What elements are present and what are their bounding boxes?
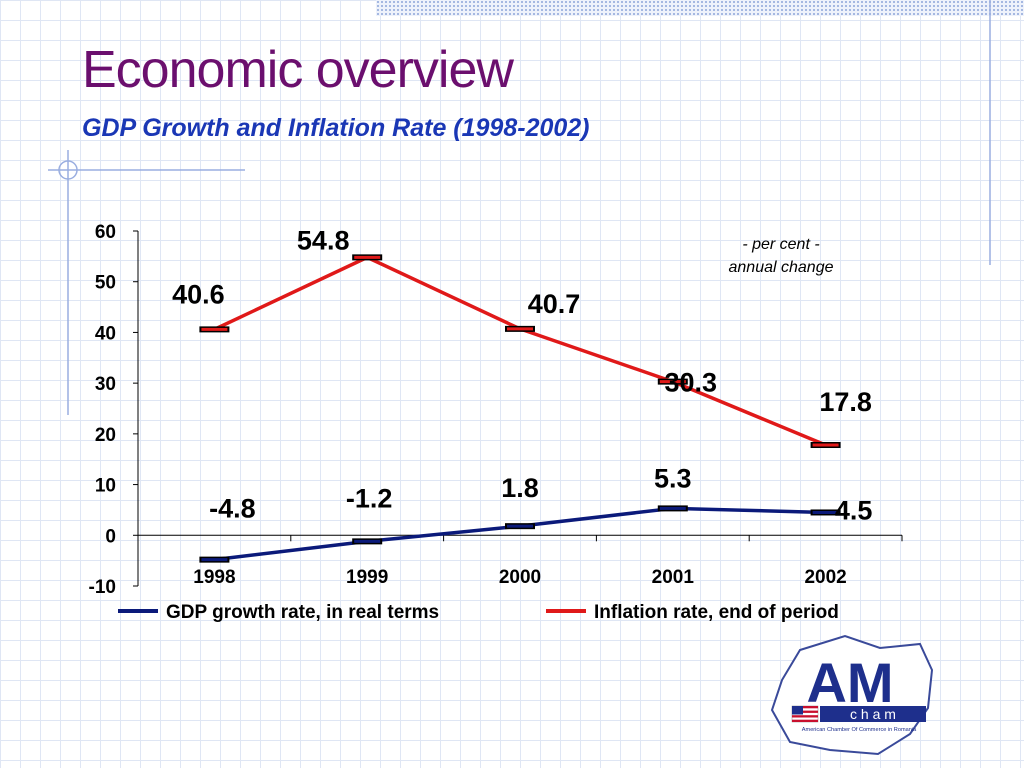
y-tick-label: 40 [95, 323, 116, 344]
logo-sub-text: c h a m [850, 706, 896, 722]
legend-label: GDP growth rate, in real terms [166, 602, 439, 623]
data-point-fill [354, 255, 381, 259]
chart-annotation-line-2: annual change [729, 259, 834, 276]
data-point-fill [201, 327, 228, 331]
data-point-fill [659, 506, 686, 510]
logo-caption: American Chamber Of Commerce in Romania [802, 727, 917, 733]
y-tick-label: 20 [95, 425, 116, 446]
data-label: 40.6 [172, 279, 225, 309]
data-point-fill [812, 443, 839, 447]
y-tick-label: 0 [105, 526, 116, 547]
data-point-fill [354, 539, 381, 543]
x-tick-label: 1999 [346, 567, 388, 588]
chart-annotation-line-1: - per cent - [742, 236, 819, 253]
x-tick-label: 2000 [499, 567, 541, 588]
data-label: -1.2 [346, 483, 393, 513]
y-tick-label: 60 [95, 222, 116, 243]
slide-title: Economic overview [82, 41, 514, 99]
y-tick-label: -10 [89, 577, 116, 598]
y-tick-label: 50 [95, 273, 116, 294]
line-chart: -10 0 10 20 30 40 50 60 1998 1999 2000 2001 2002 -4.… [89, 222, 903, 623]
data-label: 30.3 [665, 368, 718, 398]
y-tick-label: 10 [95, 476, 116, 497]
data-point-fill [812, 510, 839, 514]
data-point-fill [507, 327, 533, 331]
data-label: 4.5 [835, 495, 873, 525]
chart-legend: GDP growth rate, in real terms Inflation … [118, 602, 839, 623]
data-label: 40.7 [528, 289, 581, 319]
us-flag-icon [791, 705, 819, 723]
logo-main-text: AM [806, 651, 893, 714]
top-dotted-decoration [376, 0, 1024, 16]
data-label: 54.8 [297, 225, 350, 255]
data-label: -4.8 [209, 494, 256, 524]
x-tick-label: 2002 [804, 567, 846, 588]
data-label: 5.3 [654, 463, 692, 493]
data-point-fill [659, 380, 686, 384]
data-label: 17.8 [819, 387, 872, 417]
data-point-fill [507, 524, 533, 528]
series-line-inflation [213, 255, 827, 447]
x-tick-label: 1998 [193, 567, 235, 588]
amcham-logo: AM c h a m American Chamber Of Commerce … [770, 634, 934, 756]
legend-label: Inflation rate, end of period [594, 602, 839, 623]
series-line-gdp [214, 506, 826, 562]
x-tick-label: 2001 [652, 567, 695, 588]
y-tick-label: 30 [95, 374, 116, 395]
slide-subtitle: GDP Growth and Inflation Rate (1998-2002… [82, 114, 590, 142]
data-label: 1.8 [501, 473, 539, 503]
data-point-fill [201, 558, 228, 562]
chart-axes: -10 0 10 20 30 40 50 60 1998 1999 2000 2001 2002 [89, 222, 903, 598]
